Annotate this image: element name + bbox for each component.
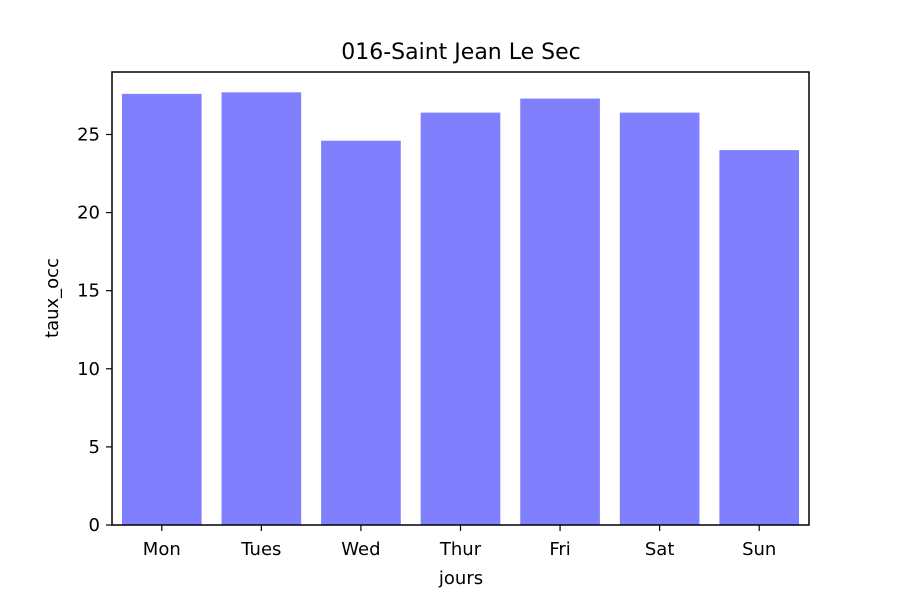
x-tick-label-sun: Sun <box>742 539 776 560</box>
y-axis: 0 5 10 15 20 25 <box>77 124 112 536</box>
bar-fri <box>520 98 600 525</box>
chart-title: 016-Saint Jean Le Sec <box>341 40 581 65</box>
x-axis: Mon Tues Wed Thur Fri Sat Sun <box>143 525 776 560</box>
x-tick-label-thur: Thur <box>439 539 482 560</box>
bar-sat <box>619 112 700 525</box>
x-tick-label-mon: Mon <box>143 539 181 560</box>
y-tick-label-20: 20 <box>77 203 100 224</box>
y-tick-label-0: 0 <box>89 515 100 536</box>
x-tick-label-tues: Tues <box>240 539 281 560</box>
bars-group <box>121 92 800 526</box>
x-axis-label: jours <box>438 568 483 589</box>
bar-tues <box>221 92 302 526</box>
x-tick-label-wed: Wed <box>341 539 380 560</box>
plot-frame <box>111 71 810 526</box>
x-tick-label-sat: Sat <box>645 539 675 560</box>
bar-thur <box>420 112 501 525</box>
y-axis-label: taux_occ <box>42 258 63 338</box>
y-tick-label-5: 5 <box>89 437 100 458</box>
bar-mon <box>121 93 202 526</box>
bar-wed <box>321 140 401 526</box>
y-tick-label-10: 10 <box>77 359 100 380</box>
bar-sun <box>719 150 800 525</box>
y-tick-label-25: 25 <box>77 124 100 145</box>
x-tick-label-fri: Fri <box>549 539 570 560</box>
y-tick-label-15: 15 <box>77 281 100 302</box>
